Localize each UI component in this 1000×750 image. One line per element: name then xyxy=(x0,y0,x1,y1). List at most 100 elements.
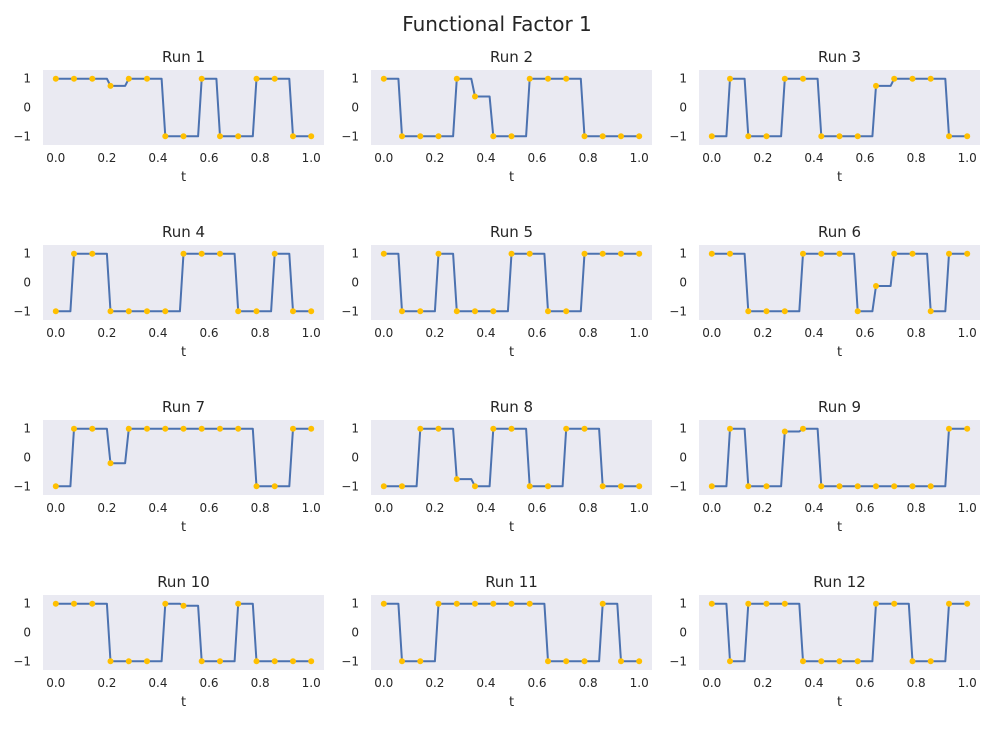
data-point xyxy=(417,308,424,315)
data-point xyxy=(235,308,242,315)
data-point xyxy=(399,308,405,315)
x-tick-label: 0.4 xyxy=(476,151,495,165)
x-tick-label: 1.0 xyxy=(630,151,649,165)
y-tick-label: 0 xyxy=(679,276,687,290)
data-point xyxy=(490,308,497,315)
data-point xyxy=(107,82,114,89)
y-tick-label: 0 xyxy=(679,101,687,115)
data-point xyxy=(909,483,916,490)
data-point xyxy=(235,600,242,607)
data-point xyxy=(545,308,551,315)
data-point xyxy=(52,308,59,315)
data-point xyxy=(453,600,460,607)
data-point xyxy=(472,600,478,607)
x-tick-label: 0.6 xyxy=(527,676,546,690)
panel-title: Run 4 xyxy=(162,223,205,241)
data-point xyxy=(217,425,223,432)
panel-run-8: Run 8 1 0 −1 0.0 0.2 0.4 0.6 0.8 1.0 t xyxy=(341,398,652,535)
x-axis-label: t xyxy=(837,170,842,185)
data-point xyxy=(800,658,806,665)
data-point xyxy=(727,425,733,432)
data-point xyxy=(873,82,879,89)
x-tick-label: 0.8 xyxy=(579,151,598,165)
data-point xyxy=(618,483,624,490)
x-tick-label: 0.8 xyxy=(907,676,926,690)
data-point xyxy=(818,133,825,140)
data-point xyxy=(380,483,387,490)
x-tick-label: 0.2 xyxy=(753,151,772,165)
x-tick-label: 0.8 xyxy=(251,326,270,340)
x-tick-label: 0.4 xyxy=(476,326,495,340)
data-point xyxy=(417,658,424,665)
data-point xyxy=(563,308,570,315)
data-point xyxy=(891,250,898,257)
data-point xyxy=(144,425,150,432)
data-point xyxy=(380,600,387,607)
panel-run-11: Run 11 1 0 −1 0.0 0.2 0.4 0.6 0.8 1.0 t xyxy=(341,573,652,710)
data-point xyxy=(927,308,934,315)
y-tick-label: 0 xyxy=(351,626,359,640)
data-point xyxy=(526,75,533,82)
x-tick-label: 1.0 xyxy=(302,501,321,515)
data-point xyxy=(472,93,478,100)
y-tick-label: 1 xyxy=(23,597,31,611)
data-point xyxy=(781,600,788,607)
data-point xyxy=(708,483,715,490)
data-point xyxy=(290,658,296,665)
data-point xyxy=(217,250,223,257)
data-point xyxy=(563,425,570,432)
data-point xyxy=(290,308,296,315)
data-point xyxy=(162,425,169,432)
x-axis-label: t xyxy=(181,520,186,535)
data-point xyxy=(453,75,460,82)
data-point xyxy=(599,133,606,140)
data-point xyxy=(472,483,478,490)
data-point xyxy=(927,658,934,665)
data-point xyxy=(508,250,515,257)
y-tick-label: 1 xyxy=(351,422,359,436)
data-point xyxy=(964,133,971,140)
x-tick-label: 0.4 xyxy=(148,326,167,340)
y-tick-label: −1 xyxy=(669,304,687,318)
data-point xyxy=(89,600,96,607)
data-point xyxy=(818,658,825,665)
x-tick-label: 0.0 xyxy=(702,676,721,690)
data-point xyxy=(763,600,770,607)
data-point xyxy=(836,483,843,490)
panel-run-10: Run 10 1 0 −1 0.0 0.2 0.4 0.6 0.8 1.0 t xyxy=(13,573,324,710)
x-axis-label: t xyxy=(181,170,186,185)
data-point xyxy=(800,425,806,432)
data-point xyxy=(891,600,898,607)
data-point xyxy=(763,133,770,140)
x-tick-label: 0.6 xyxy=(855,676,874,690)
x-tick-label: 0.4 xyxy=(804,676,823,690)
panel-run-6: Run 6 1 0 −1 0.0 0.2 0.4 0.6 0.8 1.0 t xyxy=(669,223,980,360)
data-point xyxy=(781,75,788,82)
x-tick-label: 1.0 xyxy=(958,676,977,690)
data-point xyxy=(308,308,315,315)
x-tick-label: 1.0 xyxy=(302,326,321,340)
data-point xyxy=(89,250,96,257)
data-point xyxy=(891,483,898,490)
data-point xyxy=(308,425,315,432)
data-point xyxy=(946,600,952,607)
data-point xyxy=(708,133,715,140)
plot-area xyxy=(43,420,324,495)
data-point xyxy=(235,133,242,140)
x-tick-label: 0.8 xyxy=(579,501,598,515)
x-tick-label: 0.4 xyxy=(148,151,167,165)
x-tick-label: 0.4 xyxy=(148,676,167,690)
plot-area xyxy=(371,595,652,670)
data-point xyxy=(800,75,806,82)
y-tick-label: −1 xyxy=(669,479,687,493)
panel-title: Run 10 xyxy=(157,573,210,591)
data-point xyxy=(271,250,278,257)
data-point xyxy=(581,425,588,432)
data-point xyxy=(271,658,278,665)
data-point xyxy=(144,308,150,315)
data-point xyxy=(271,483,278,490)
data-point xyxy=(52,600,59,607)
y-tick-label: −1 xyxy=(341,479,359,493)
data-point xyxy=(618,133,624,140)
data-point xyxy=(399,483,405,490)
